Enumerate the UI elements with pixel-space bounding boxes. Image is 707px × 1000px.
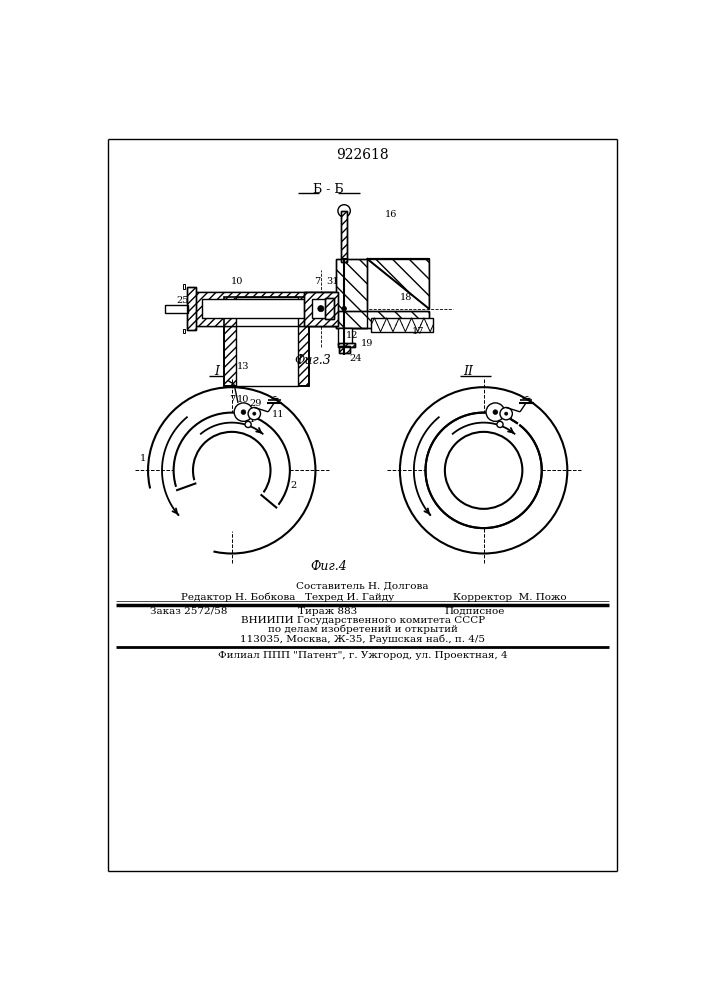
Bar bbox=[235, 297, 298, 386]
Circle shape bbox=[245, 421, 251, 428]
Bar bbox=[312, 299, 330, 318]
Text: 113035, Москва, Ж-35, Раушская наб., п. 4/5: 113035, Москва, Ж-35, Раушская наб., п. … bbox=[240, 634, 485, 644]
Text: 7: 7 bbox=[314, 277, 320, 286]
Text: 29: 29 bbox=[250, 399, 262, 408]
Text: 13: 13 bbox=[237, 362, 250, 371]
Circle shape bbox=[338, 205, 351, 217]
Text: Заказ 2572/58: Заказ 2572/58 bbox=[151, 607, 228, 616]
Text: 18: 18 bbox=[400, 293, 412, 302]
Bar bbox=[165, 305, 188, 312]
Circle shape bbox=[400, 387, 567, 554]
Circle shape bbox=[248, 408, 260, 420]
Bar bbox=[325, 298, 334, 319]
Bar bbox=[338, 343, 355, 347]
Bar bbox=[337, 259, 368, 328]
Text: Фиг.3: Фиг.3 bbox=[295, 354, 332, 367]
Text: Составитель Н. Долгова: Составитель Н. Долгова bbox=[296, 581, 429, 590]
Text: 19: 19 bbox=[361, 339, 373, 348]
Text: 31: 31 bbox=[326, 277, 339, 286]
Bar bbox=[187, 287, 196, 330]
Bar bbox=[193, 292, 335, 326]
Text: Техред И. Гайду: Техред И. Гайду bbox=[305, 593, 395, 602]
Circle shape bbox=[234, 403, 252, 421]
Circle shape bbox=[317, 306, 324, 312]
Text: 16: 16 bbox=[385, 210, 397, 219]
Bar bbox=[193, 292, 335, 309]
Text: ВНИИПИ Государственного комитета СССР: ВНИИПИ Государственного комитета СССР bbox=[240, 616, 485, 625]
Bar bbox=[325, 298, 334, 319]
Text: 2: 2 bbox=[291, 481, 297, 490]
Text: 17: 17 bbox=[411, 327, 424, 336]
Bar bbox=[224, 297, 309, 386]
Bar bbox=[337, 311, 429, 328]
Circle shape bbox=[497, 421, 503, 428]
Bar bbox=[338, 328, 352, 345]
Bar bbox=[193, 309, 335, 326]
Text: Подписное: Подписное bbox=[445, 607, 506, 616]
Bar bbox=[183, 284, 185, 289]
Bar bbox=[202, 299, 325, 318]
Bar bbox=[339, 346, 351, 353]
Circle shape bbox=[445, 432, 522, 509]
Text: II: II bbox=[463, 365, 473, 378]
Circle shape bbox=[426, 413, 542, 528]
Circle shape bbox=[505, 412, 508, 415]
Circle shape bbox=[148, 387, 315, 554]
Bar bbox=[187, 287, 196, 330]
Text: 1: 1 bbox=[139, 454, 146, 463]
Bar bbox=[371, 318, 433, 332]
Circle shape bbox=[174, 413, 290, 528]
Text: Филиал ППП "Патент", г. Ужгород, ул. Проектная, 4: Филиал ППП "Патент", г. Ужгород, ул. Про… bbox=[218, 651, 508, 660]
Text: I: I bbox=[214, 365, 218, 378]
Bar bbox=[183, 329, 185, 333]
Text: 922618: 922618 bbox=[337, 148, 389, 162]
Bar bbox=[224, 297, 309, 386]
Text: 7: 7 bbox=[230, 395, 235, 404]
Text: Б - Б: Б - Б bbox=[313, 183, 344, 196]
Text: 21: 21 bbox=[243, 415, 256, 424]
Bar bbox=[338, 343, 355, 347]
Bar bbox=[339, 346, 351, 353]
Bar bbox=[341, 211, 347, 262]
Bar bbox=[337, 311, 429, 328]
Circle shape bbox=[193, 432, 271, 509]
Bar bbox=[193, 292, 335, 326]
Bar bbox=[341, 211, 347, 262]
Circle shape bbox=[252, 412, 256, 415]
Circle shape bbox=[486, 403, 505, 421]
Circle shape bbox=[493, 410, 498, 414]
Circle shape bbox=[241, 410, 246, 414]
Text: Фиг.4: Фиг.4 bbox=[310, 560, 347, 573]
Text: Корректор  М. Пожо: Корректор М. Пожо bbox=[452, 593, 566, 602]
Circle shape bbox=[500, 408, 513, 420]
Bar bbox=[304, 292, 338, 326]
Bar bbox=[337, 259, 368, 328]
Circle shape bbox=[341, 306, 346, 311]
Text: Тираж 883: Тираж 883 bbox=[298, 607, 357, 616]
Text: 10: 10 bbox=[238, 395, 250, 404]
Text: 12: 12 bbox=[346, 331, 358, 340]
Text: 24: 24 bbox=[349, 354, 362, 363]
Text: 25: 25 bbox=[177, 296, 189, 305]
Bar bbox=[304, 292, 338, 326]
Polygon shape bbox=[368, 259, 429, 309]
Text: по делам изобретений и открытий: по делам изобретений и открытий bbox=[268, 625, 457, 634]
Text: 10: 10 bbox=[231, 277, 243, 286]
Text: 11: 11 bbox=[272, 410, 284, 419]
Text: Редактор Н. Бобкова: Редактор Н. Бобкова bbox=[182, 593, 296, 602]
